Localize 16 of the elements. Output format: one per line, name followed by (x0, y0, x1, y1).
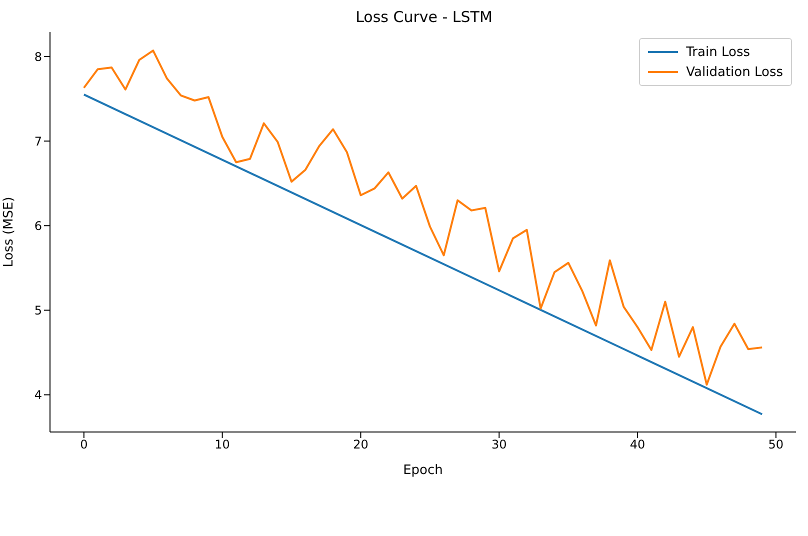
x-tick-label: 10 (214, 438, 230, 452)
x-tick-label: 20 (353, 438, 368, 452)
y-axis-title: Loss (MSE) (2, 196, 17, 268)
x-tick-label: 40 (630, 438, 646, 452)
x-tick-label: 30 (491, 438, 507, 452)
x-tick-label: 0 (80, 438, 88, 452)
legend-label: Train Loss (686, 44, 750, 60)
x-tick-label: 50 (768, 438, 784, 452)
y-tick-label: 7 (34, 134, 42, 148)
legend-label: Validation Loss (686, 64, 783, 80)
y-tick-label: 6 (34, 218, 42, 233)
x-axis-title: Epoch (403, 463, 443, 478)
y-tick-label: 8 (34, 50, 42, 64)
y-tick-label: 4 (34, 388, 42, 402)
y-tick-label: 5 (34, 303, 42, 318)
chart-title: Loss Curve - LSTM (356, 8, 492, 26)
